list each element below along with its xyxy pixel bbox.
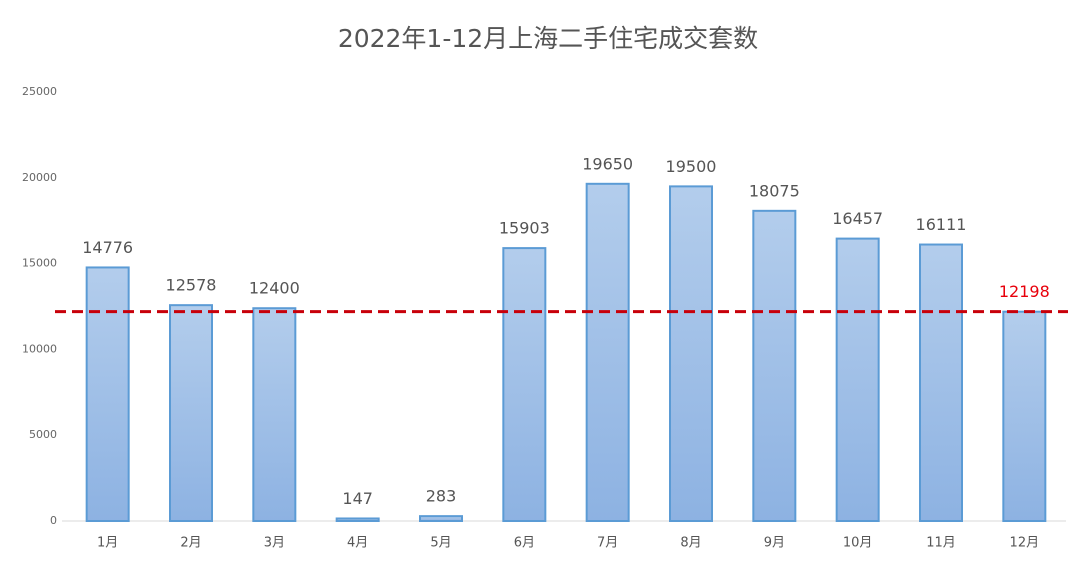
bar bbox=[669, 185, 713, 522]
bar bbox=[752, 209, 797, 522]
value-label: 19500 bbox=[666, 157, 717, 176]
bar bbox=[835, 237, 880, 523]
x-tick-label: 5月 bbox=[430, 536, 451, 551]
value-label: 12400 bbox=[249, 279, 300, 298]
bar bbox=[919, 243, 963, 522]
value-label: 14776 bbox=[82, 238, 133, 257]
bar bbox=[1002, 310, 1047, 522]
x-tick-label: 8月 bbox=[680, 536, 701, 551]
y-tick-label: 25000 bbox=[22, 85, 57, 98]
bar bbox=[585, 182, 630, 522]
y-tick-label: 20000 bbox=[22, 171, 57, 184]
bar bbox=[502, 247, 547, 522]
x-tick-label: 4月 bbox=[347, 536, 368, 551]
value-label: 19650 bbox=[582, 154, 633, 173]
bar bbox=[419, 515, 463, 523]
value-label: 147 bbox=[342, 489, 373, 508]
y-tick-label: 5000 bbox=[29, 428, 57, 441]
value-label: 283 bbox=[426, 487, 457, 506]
x-tick-label: 10月 bbox=[843, 536, 873, 551]
value-label: 18075 bbox=[749, 181, 800, 200]
x-tick-label: 6月 bbox=[514, 536, 535, 551]
value-label: 16457 bbox=[832, 209, 883, 228]
x-tick-label: 7月 bbox=[597, 536, 618, 551]
bar bbox=[252, 307, 297, 522]
y-tick-label: 15000 bbox=[22, 257, 57, 270]
y-tick-label: 0 bbox=[50, 514, 57, 527]
bar bbox=[335, 517, 380, 522]
value-label: 15903 bbox=[499, 219, 550, 238]
x-tick-label: 3月 bbox=[264, 536, 285, 551]
x-tick-label: 1月 bbox=[97, 536, 118, 551]
chart-title: 2022年1-12月上海二手住宅成交套数 bbox=[338, 24, 758, 53]
value-label: 16111 bbox=[916, 215, 967, 234]
x-tick-label: 2月 bbox=[180, 536, 201, 551]
x-tick-label: 11月 bbox=[926, 536, 956, 551]
value-label: 12578 bbox=[166, 276, 217, 295]
y-tick-label: 10000 bbox=[22, 342, 57, 355]
value-label: 12198 bbox=[999, 282, 1050, 301]
x-tick-label: 12月 bbox=[1010, 536, 1040, 551]
bar bbox=[169, 304, 213, 523]
x-tick-label: 9月 bbox=[764, 536, 785, 551]
bar bbox=[85, 266, 130, 522]
